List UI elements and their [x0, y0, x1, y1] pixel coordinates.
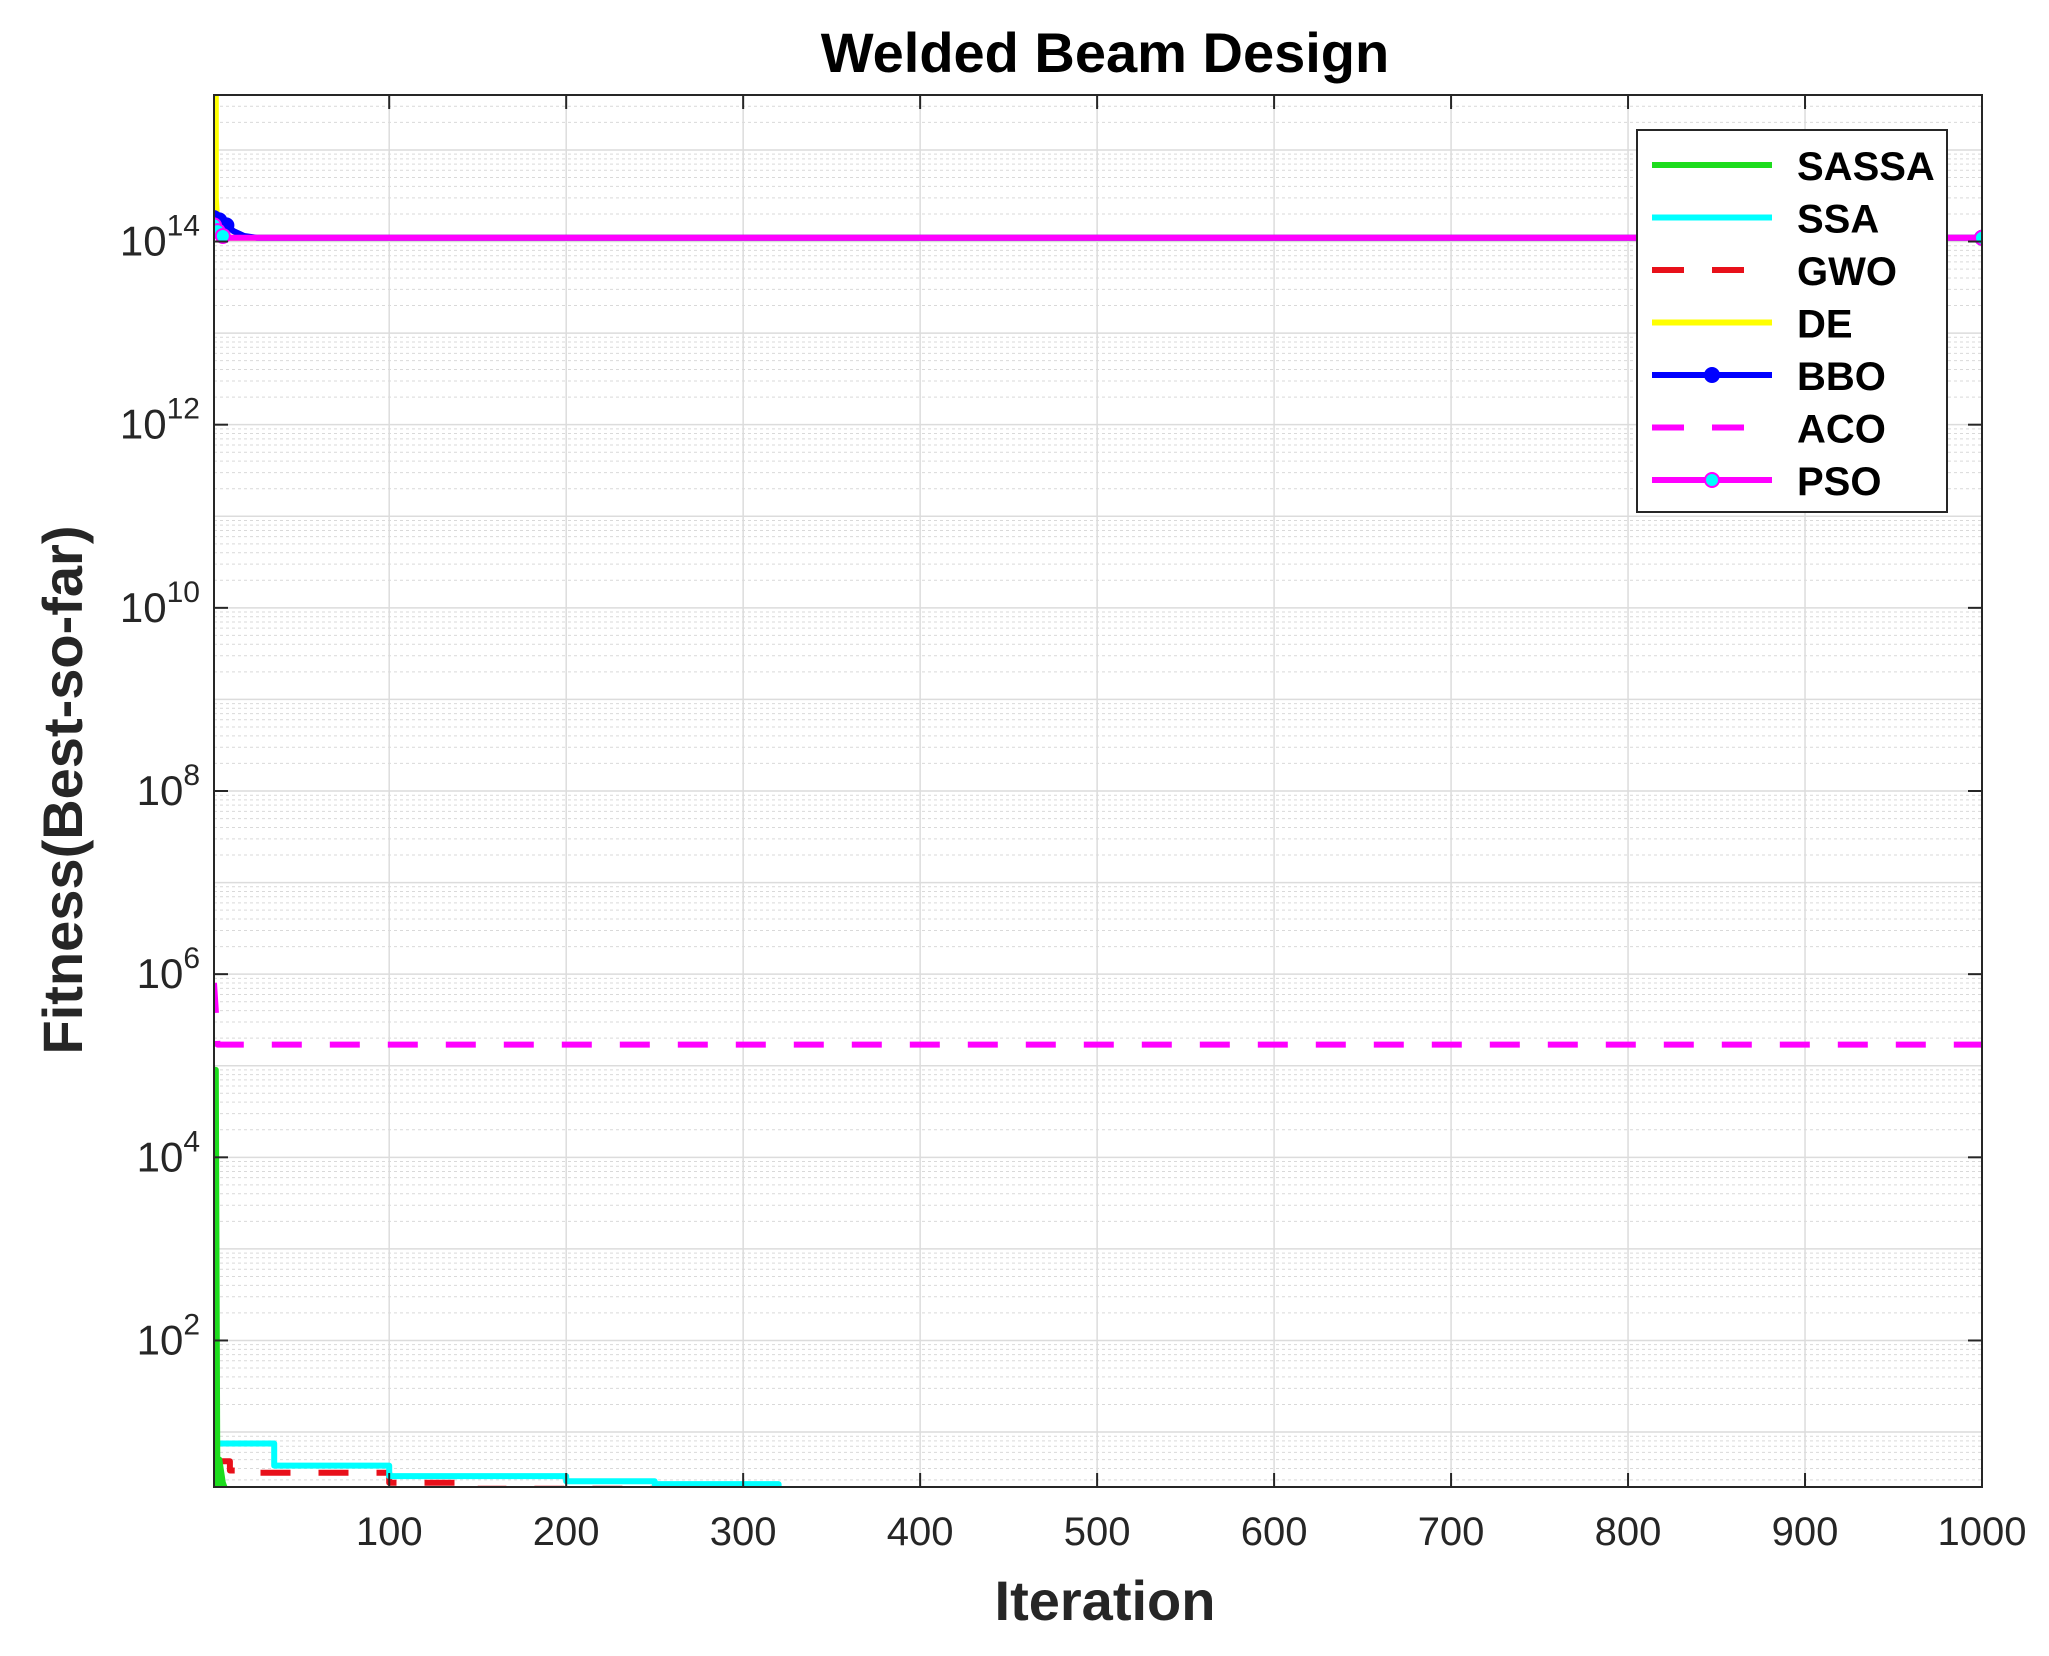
y-tick-label: 1012: [120, 393, 200, 448]
x-tick-label: 400: [887, 1510, 954, 1554]
x-tick-label: 300: [710, 1510, 777, 1554]
tick-layer: 100 200 300 400 500 600 700 800 900 1000 102 104 106…: [120, 95, 2027, 1554]
legend-label-sassa: SASSA: [1797, 145, 1935, 189]
legend-label-ssa: SSA: [1797, 198, 1879, 242]
y-tick-label: 104: [137, 1125, 200, 1180]
y-axis-label: Fitness(Best-so-far): [31, 526, 94, 1055]
legend-label-de: DE: [1797, 303, 1853, 347]
x-tick-label: 800: [1595, 1510, 1662, 1554]
legend-label-bbo: BBO: [1797, 355, 1886, 399]
x-tick-label: 700: [1418, 1510, 1485, 1554]
series-marker-pso: [214, 227, 231, 244]
chart-title: Welded Beam Design: [821, 21, 1389, 84]
legend-label-aco: ACO: [1797, 408, 1886, 452]
legend-marker-bbo: [1704, 367, 1720, 383]
y-tick-label: 106: [137, 942, 200, 997]
x-tick-label: 200: [533, 1510, 600, 1554]
legend-label-pso: PSO: [1797, 460, 1881, 504]
series-line-ssa: [214, 1440, 782, 1487]
x-tick-label: 900: [1772, 1510, 1839, 1554]
y-tick-label: 1014: [120, 210, 200, 265]
x-axis-label: Iteration: [995, 1569, 1216, 1632]
x-tick-label: 600: [1241, 1510, 1308, 1554]
x-tick-label: 500: [1064, 1510, 1131, 1554]
legend-marker-pso: [1704, 472, 1720, 488]
legend-label-gwo: GWO: [1797, 250, 1897, 294]
y-tick-label: 1010: [120, 576, 200, 631]
series-line-sassa: [214, 1066, 228, 1487]
legend: SASSA SSA GWO DE BBO ACO PSO: [1636, 129, 1948, 513]
y-tick-label: 102: [137, 1308, 200, 1363]
y-tick-label: 108: [137, 759, 200, 814]
x-tick-label: 1000: [1938, 1510, 2027, 1554]
x-tick-label: 100: [356, 1510, 423, 1554]
series-line-gwo: [214, 1458, 658, 1487]
